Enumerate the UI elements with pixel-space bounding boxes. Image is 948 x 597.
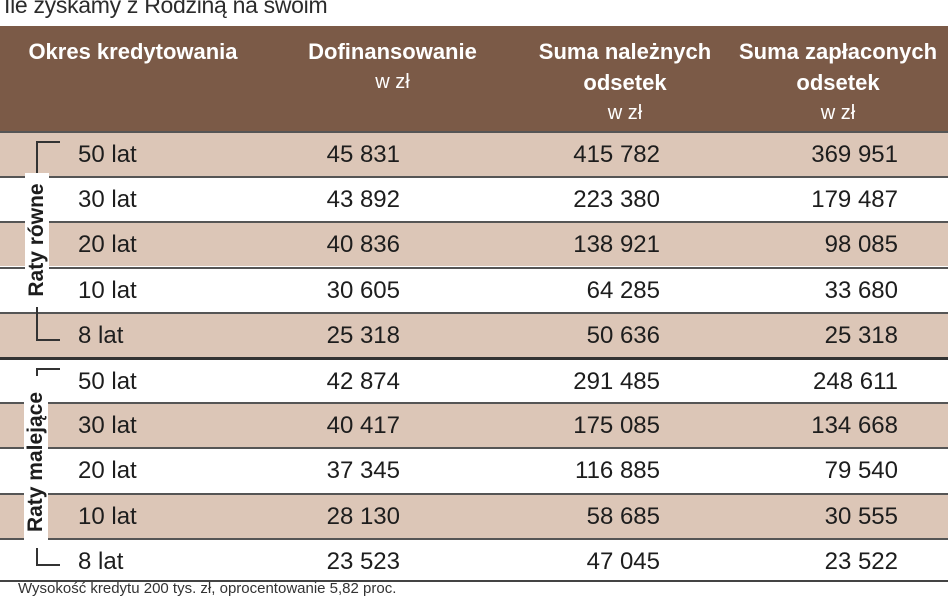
header-interest-due: Suma należnych odsetek w zł [525,36,725,129]
header-period: Okres kredytowania [0,36,266,67]
table-row: 20 lat 40 836 138 921 98 085 [0,221,948,267]
group-tick-decreasing-bottom [36,564,60,566]
row-period: 20 lat [78,231,137,259]
table-row: 50 lat 45 831 415 782 369 951 [0,131,948,176]
row-interest-due: 175 085 [573,412,660,440]
header-interest-due-label: Suma należnych odsetek [538,39,712,95]
row-subsidy: 43 892 [326,186,400,214]
row-subsidy: 40 836 [326,231,400,259]
header-interest-paid-label: Suma zapłaconych odsetek [738,39,938,95]
table-row: 50 lat 42 874 291 485 248 611 [0,357,948,402]
table-header: Okres kredytowania Dofinansowanie w zł S… [0,26,948,131]
row-interest-due: 50 636 [586,321,660,349]
table-row: 30 lat 43 892 223 380 179 487 [0,176,948,221]
row-interest-paid: 134 668 [811,412,898,440]
row-subsidy: 42 874 [326,368,400,395]
row-interest-due: 415 782 [573,141,660,168]
table-bottom-rule [0,580,948,582]
row-period: 50 lat [78,141,137,168]
group-label-equal: Raty równe [25,173,49,307]
table-row: 10 lat 28 130 58 685 30 555 [0,492,948,538]
row-interest-due: 223 380 [573,186,660,214]
row-interest-paid: 248 611 [813,368,898,395]
row-interest-due: 64 285 [586,276,660,304]
row-interest-paid: 179 487 [811,186,898,214]
group-label-decreasing: Raty malejące [24,376,48,548]
row-period: 30 lat [78,412,137,440]
row-subsidy: 37 345 [326,457,400,485]
group-tick-equal-top [36,141,60,143]
row-interest-due: 116 885 [575,457,660,485]
table-row: 30 lat 40 417 175 085 134 668 [0,402,948,448]
row-interest-paid: 98 085 [824,231,898,259]
row-period: 10 lat [78,502,137,530]
row-interest-due: 47 045 [586,547,660,575]
header-interest-paid: Suma zapłaconych odsetek w zł [728,36,948,129]
group-tick-decreasing-top [36,368,60,370]
row-interest-due: 138 921 [573,231,660,259]
row-period: 20 lat [78,457,137,485]
header-period-label: Okres kredytowania [28,39,238,64]
table-footnote: Wysokość kredytu 200 tys. zł, oprocentow… [18,580,397,597]
group-tick-equal-bottom [36,339,60,341]
row-subsidy: 25 318 [326,321,400,349]
row-interest-paid: 369 951 [811,141,898,168]
row-subsidy: 45 831 [326,141,400,168]
row-period: 10 lat [78,276,137,304]
row-interest-paid: 30 555 [824,502,898,530]
header-interest-paid-unit: w zł [820,102,856,124]
row-subsidy: 30 605 [326,276,400,304]
table-body: 50 lat 45 831 415 782 369 951 30 lat 43 892 22… [0,131,948,583]
table-title: Ile zyskamy z Rodziną na swoim [4,0,328,18]
row-interest-paid: 23 522 [824,547,898,575]
header-interest-due-unit: w zł [607,102,643,124]
table-row: 10 lat 30 605 64 285 33 680 [0,266,948,312]
row-interest-paid: 33 680 [824,276,898,304]
row-subsidy: 28 130 [326,502,400,530]
table-row: 8 lat 25 318 50 636 25 318 [0,311,948,357]
table-row: 8 lat 23 523 47 045 23 522 [0,537,948,583]
row-subsidy: 23 523 [326,547,400,575]
row-interest-due: 58 685 [586,502,660,530]
header-subsidy: Dofinansowanie w zł [280,36,505,98]
header-subsidy-unit: w zł [375,71,410,93]
row-subsidy: 40 417 [326,412,400,440]
row-period: 8 lat [78,547,124,575]
row-interest-paid: 79 540 [824,457,898,485]
row-period: 8 lat [78,321,124,349]
row-interest-paid: 25 318 [824,321,898,349]
row-interest-due: 291 485 [573,368,660,395]
row-period: 30 lat [78,186,137,214]
table-row: 20 lat 37 345 116 885 79 540 [0,447,948,492]
row-period: 50 lat [78,368,137,395]
header-subsidy-label: Dofinansowanie [308,39,477,64]
